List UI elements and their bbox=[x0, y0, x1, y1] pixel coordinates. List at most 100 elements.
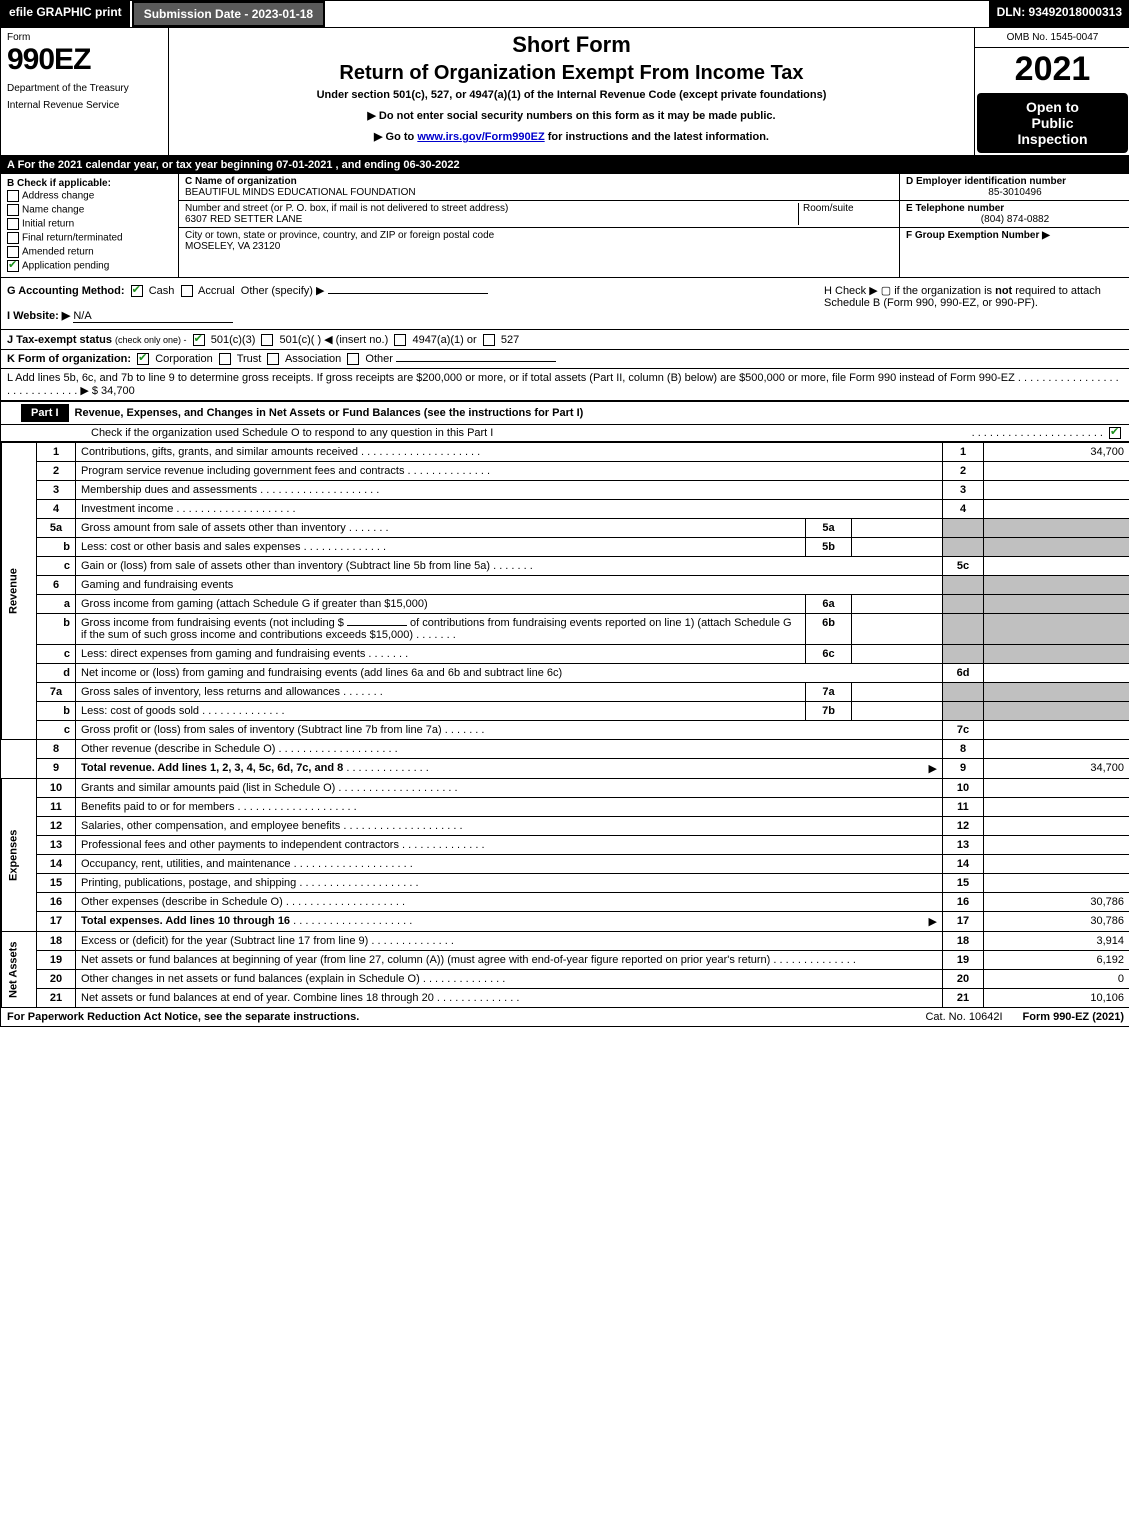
k-corp: Corporation bbox=[155, 353, 212, 365]
k-assoc: Association bbox=[285, 353, 341, 365]
form-page: efile GRAPHIC print Submission Date - 20… bbox=[0, 0, 1129, 1027]
k-assoc-check[interactable] bbox=[267, 353, 279, 365]
org-city: MOSELEY, VA 23120 bbox=[185, 241, 280, 252]
submission-date: Submission Date - 2023-01-18 bbox=[132, 1, 325, 27]
line-5b: b Less: cost or other basis and sales ex… bbox=[2, 538, 1129, 557]
paperwork-notice: For Paperwork Reduction Act Notice, see … bbox=[7, 1011, 905, 1023]
k-trust: Trust bbox=[237, 353, 262, 365]
h-not: not bbox=[995, 285, 1012, 297]
no-ssn-line: ▶ Do not enter social security numbers o… bbox=[175, 109, 968, 122]
inspection: Inspection bbox=[981, 131, 1124, 147]
line-6a: a Gross income from gaming (attach Sched… bbox=[2, 595, 1129, 614]
g-cash: Cash bbox=[149, 285, 175, 297]
g-other-input[interactable] bbox=[328, 293, 488, 294]
cat-no: Cat. No. 10642I bbox=[905, 1011, 1022, 1023]
info-row: B Check if applicable: Address change Na… bbox=[1, 174, 1129, 278]
line-1: Revenue 1 Contributions, gifts, grants, … bbox=[2, 443, 1129, 462]
c-street-row: Number and street (or P. O. box, if mail… bbox=[179, 201, 899, 228]
part-i-checkline: Check if the organization used Schedule … bbox=[1, 425, 1129, 442]
line-18: Net Assets 18 Excess or (deficit) for th… bbox=[2, 932, 1129, 951]
j-501c-check[interactable] bbox=[261, 334, 273, 346]
gh-row: G Accounting Method: Cash Accrual Other … bbox=[1, 278, 1129, 330]
j-small: (check only one) - bbox=[115, 335, 187, 345]
line-20: 20 Other changes in net assets or fund b… bbox=[2, 970, 1129, 989]
line-5a: 5a Gross amount from sale of assets othe… bbox=[2, 519, 1129, 538]
org-street: 6307 RED SETTER LANE bbox=[185, 214, 302, 225]
line-7c: c Gross profit or (loss) from sales of i… bbox=[2, 721, 1129, 740]
form-box: Form 990EZ Department of the Treasury In… bbox=[1, 28, 169, 155]
k-corp-check[interactable] bbox=[137, 353, 149, 365]
b-final-return[interactable]: Final return/terminated bbox=[7, 231, 172, 245]
line-21: 21 Net assets or fund balances at end of… bbox=[2, 989, 1129, 1008]
footer: For Paperwork Reduction Act Notice, see … bbox=[1, 1008, 1129, 1026]
j-tax-status: J Tax-exempt status (check only one) - 5… bbox=[1, 330, 1129, 350]
part-i-check[interactable] bbox=[1109, 427, 1121, 439]
line-11: 11 Benefits paid to or for members . . .… bbox=[2, 798, 1129, 817]
line-14: 14 Occupancy, rent, utilities, and maint… bbox=[2, 855, 1129, 874]
j-pre: J Tax-exempt status bbox=[7, 334, 115, 346]
b-application-pending[interactable]: Application pending bbox=[7, 259, 172, 273]
c-city-label: City or town, state or province, country… bbox=[185, 230, 494, 241]
form-number: 990EZ bbox=[7, 43, 162, 77]
l-gross-receipts: L Add lines 5b, 6c, and 7b to line 9 to … bbox=[1, 369, 1129, 401]
title-box: Short Form Return of Organization Exempt… bbox=[169, 28, 974, 155]
ein-value: 85-3010496 bbox=[906, 187, 1124, 198]
g-accrual: Accrual bbox=[198, 285, 235, 297]
c-name-row: C Name of organization BEAUTIFUL MINDS E… bbox=[179, 174, 899, 201]
line-6b-amount-input[interactable] bbox=[347, 625, 407, 626]
b-amended-return[interactable]: Amended return bbox=[7, 245, 172, 259]
j-4947: 4947(a)(1) or bbox=[412, 334, 476, 346]
section-a: A For the 2021 calendar year, or tax yea… bbox=[1, 156, 1129, 174]
g-accrual-check[interactable] bbox=[181, 285, 193, 297]
line-6d: d Net income or (loss) from gaming and f… bbox=[2, 664, 1129, 683]
b-address-change[interactable]: Address change bbox=[7, 189, 172, 203]
form-id: Form 990-EZ (2021) bbox=[1023, 1011, 1124, 1023]
line-6: 6 Gaming and fundraising events bbox=[2, 576, 1129, 595]
expenses-vert-label: Expenses bbox=[2, 779, 37, 932]
line-2: 2 Program service revenue including gove… bbox=[2, 462, 1129, 481]
b-initial-return[interactable]: Initial return bbox=[7, 217, 172, 231]
j-527-check[interactable] bbox=[483, 334, 495, 346]
l-text: L Add lines 5b, 6c, and 7b to line 9 to … bbox=[7, 372, 1015, 384]
efile-print[interactable]: efile GRAPHIC print bbox=[1, 1, 130, 27]
goto-line: ▶ Go to www.irs.gov/Form990EZ for instru… bbox=[175, 130, 968, 143]
c-street-label: Number and street (or P. O. box, if mail… bbox=[185, 203, 508, 214]
spacer bbox=[325, 1, 988, 27]
l-amount: $ 34,700 bbox=[92, 385, 135, 397]
goto-link[interactable]: www.irs.gov/Form990EZ bbox=[417, 131, 544, 143]
column-d: D Employer identification number 85-3010… bbox=[899, 174, 1129, 277]
g-label: G Accounting Method: bbox=[7, 285, 125, 297]
g-other: Other (specify) ▶ bbox=[241, 285, 325, 297]
g-cash-check[interactable] bbox=[131, 285, 143, 297]
j-4947-check[interactable] bbox=[394, 334, 406, 346]
dln: DLN: 93492018000313 bbox=[989, 1, 1129, 27]
k-trust-check[interactable] bbox=[219, 353, 231, 365]
line-12: 12 Salaries, other compensation, and emp… bbox=[2, 817, 1129, 836]
k-other-check[interactable] bbox=[347, 353, 359, 365]
tax-year: 2021 bbox=[975, 48, 1129, 91]
line-8: 8 Other revenue (describe in Schedule O)… bbox=[2, 740, 1129, 759]
line-19: 19 Net assets or fund balances at beginn… bbox=[2, 951, 1129, 970]
b-title: B Check if applicable: bbox=[7, 178, 172, 189]
website-value: N/A bbox=[73, 310, 233, 323]
k-other: Other bbox=[365, 353, 393, 365]
j-501c3: 501(c)(3) bbox=[211, 334, 256, 346]
j-501c: 501(c)( ) ◀ (insert no.) bbox=[280, 334, 389, 346]
j-501c3-check[interactable] bbox=[193, 334, 205, 346]
c-city-row: City or town, state or province, country… bbox=[179, 228, 899, 254]
part-i-header: Part I Revenue, Expenses, and Changes in… bbox=[1, 401, 1129, 425]
header-row: Form 990EZ Department of the Treasury In… bbox=[1, 28, 1129, 156]
b-checklist: Address change Name change Initial retur… bbox=[7, 189, 172, 273]
return-title: Return of Organization Exempt From Incom… bbox=[175, 62, 968, 85]
column-b: B Check if applicable: Address change Na… bbox=[1, 174, 179, 277]
k-other-input[interactable] bbox=[396, 361, 556, 362]
f-label: F Group Exemption Number ▶ bbox=[906, 230, 1050, 241]
line-13: 13 Professional fees and other payments … bbox=[2, 836, 1129, 855]
line-7a: 7a Gross sales of inventory, less return… bbox=[2, 683, 1129, 702]
part-i-dots: . . . . . . . . . . . . . . . . . . . . … bbox=[493, 427, 1103, 439]
dept-treasury: Department of the Treasury bbox=[7, 83, 162, 94]
netassets-vert-label: Net Assets bbox=[2, 932, 37, 1008]
d-label: D Employer identification number bbox=[906, 176, 1066, 187]
org-name: BEAUTIFUL MINDS EDUCATIONAL FOUNDATION bbox=[185, 187, 416, 198]
b-name-change[interactable]: Name change bbox=[7, 203, 172, 217]
